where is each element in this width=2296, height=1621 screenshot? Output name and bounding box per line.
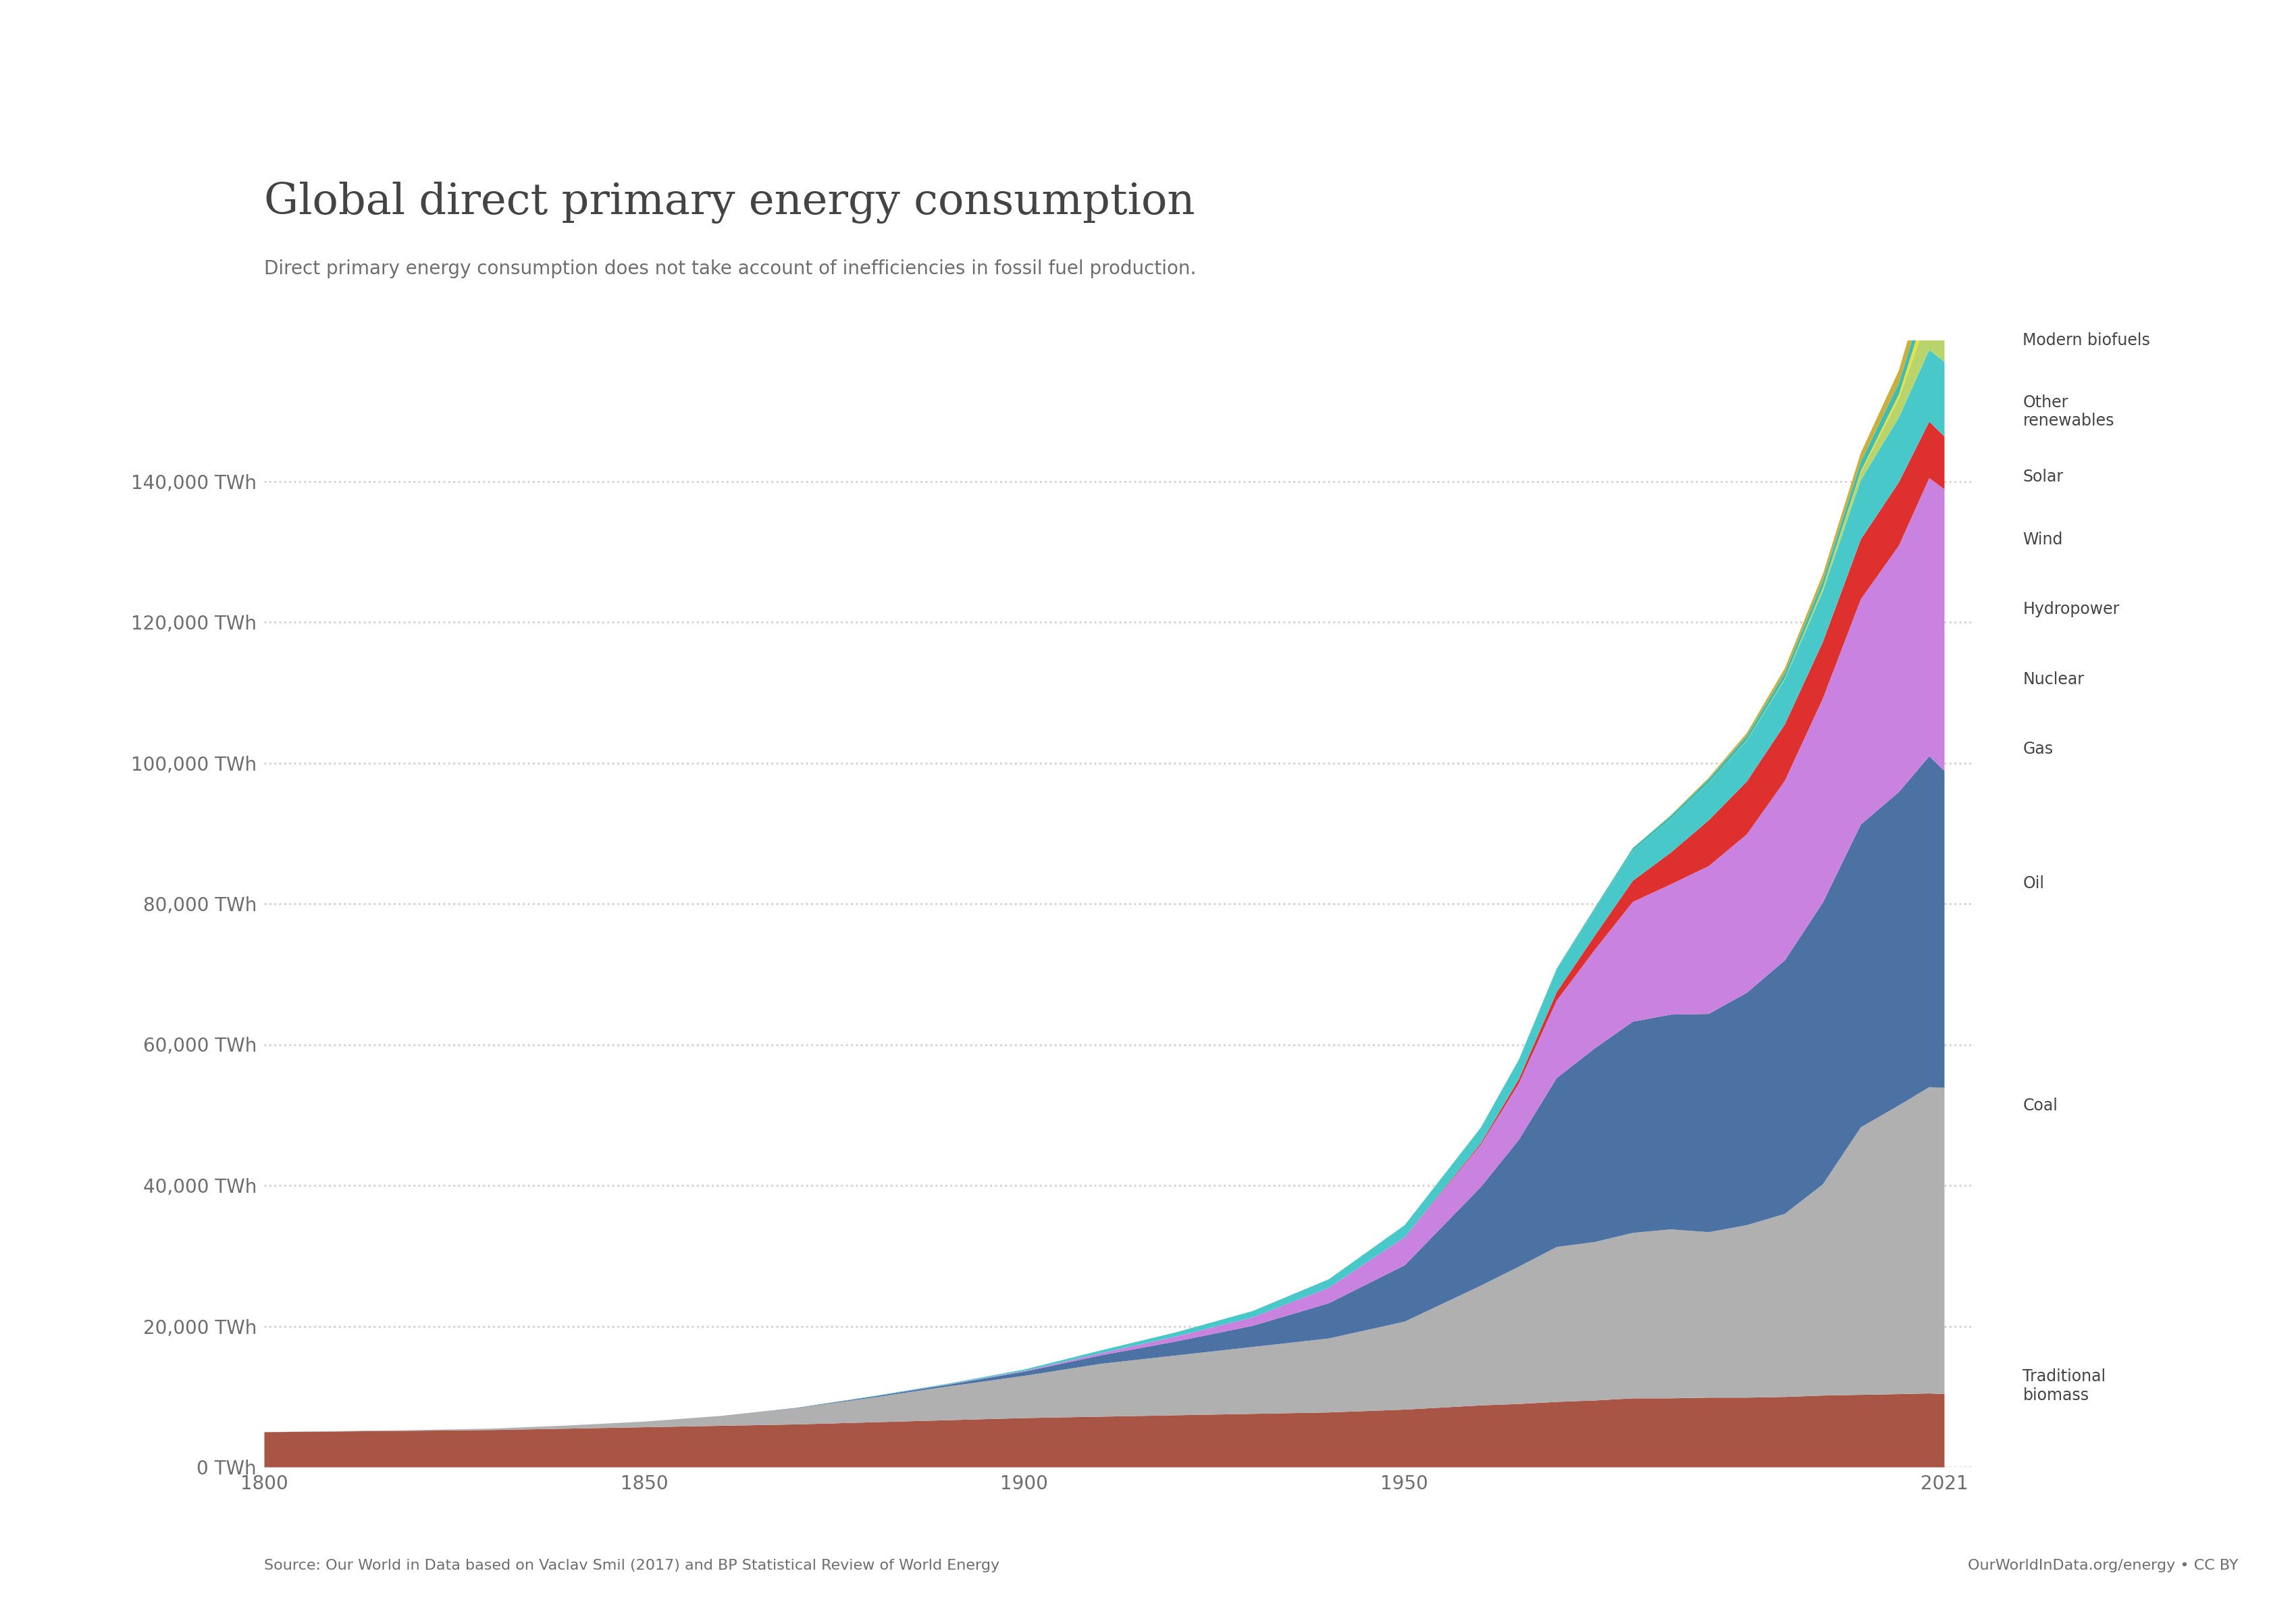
Text: Other
renewables: Other renewables <box>2023 394 2115 430</box>
Text: Nuclear: Nuclear <box>2023 671 2085 687</box>
Text: Oil: Oil <box>2023 875 2043 892</box>
Text: Direct primary energy consumption does not take account of inefficiencies in fos: Direct primary energy consumption does n… <box>264 259 1196 279</box>
Text: Traditional
biomass: Traditional biomass <box>2023 1368 2105 1404</box>
Text: Source: Our World in Data based on Vaclav Smil (2017) and BP Statistical Review : Source: Our World in Data based on Vacla… <box>264 1559 999 1572</box>
Text: Our World
in Data: Our World in Data <box>2078 101 2179 139</box>
Text: Gas: Gas <box>2023 741 2053 757</box>
Text: Wind: Wind <box>2023 532 2062 548</box>
Text: Coal: Coal <box>2023 1097 2057 1114</box>
Text: Global direct primary energy consumption: Global direct primary energy consumption <box>264 182 1194 224</box>
Text: Hydropower: Hydropower <box>2023 601 2119 618</box>
Text: Solar: Solar <box>2023 468 2064 485</box>
Text: OurWorldInData.org/energy • CC BY: OurWorldInData.org/energy • CC BY <box>1968 1559 2239 1572</box>
Text: Modern biofuels: Modern biofuels <box>2023 332 2151 349</box>
